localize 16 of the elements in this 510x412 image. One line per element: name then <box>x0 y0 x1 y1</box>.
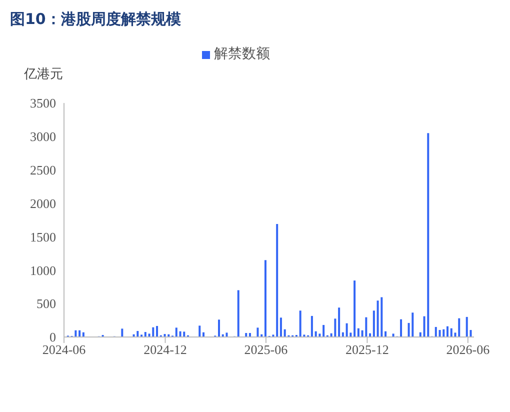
x-tick-label: 2025-06 <box>244 342 288 358</box>
y-tick-label: 0 <box>50 330 56 345</box>
y-tick-label: 1500 <box>30 229 56 244</box>
legend-label: 解禁数额 <box>214 47 270 62</box>
y-tick-label: 1000 <box>30 262 56 278</box>
y-tick-label: 2000 <box>30 196 56 211</box>
y-tick-label: 3500 <box>30 96 56 111</box>
x-tick-label: 2026-06 <box>446 342 490 358</box>
y-tick-label: 3000 <box>30 129 56 144</box>
x-tick-label: 2025-12 <box>346 342 389 358</box>
x-tick-label: 2024-12 <box>144 342 187 358</box>
chart-title: 图10：港股周度解禁规模 <box>9 9 182 30</box>
x-tick-label: 2024-06 <box>42 342 86 358</box>
y-axis-title: 亿港元 <box>24 66 63 83</box>
y-tick-label: 2500 <box>30 162 56 178</box>
y-tick-label: 500 <box>36 296 56 312</box>
